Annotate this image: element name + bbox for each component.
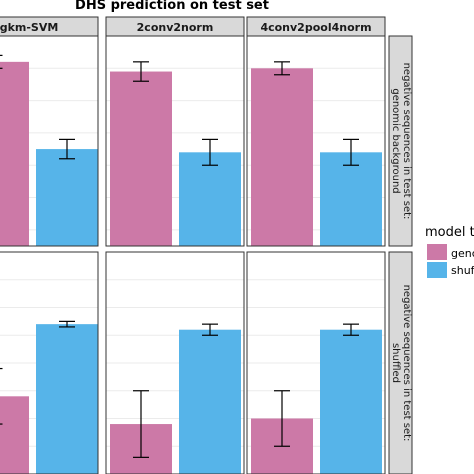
bar-shuffled [320, 329, 382, 474]
facet-panel-border [105, 35, 245, 247]
bar-genomic [0, 61, 29, 246]
bar-genomic [251, 68, 313, 246]
legend-key-genomic [427, 244, 447, 260]
bar-shuffled [36, 149, 98, 246]
facet-panel-border [246, 251, 386, 474]
facet-strip-label: 2conv2norm [137, 21, 214, 34]
facet-strip-row [388, 251, 413, 474]
facet-strip-row-label: negative sequences in test set:shuffled [390, 285, 412, 442]
legend-label-shuffled: shuf [451, 264, 474, 277]
bar-shuffled [179, 152, 241, 246]
legend-key-shuffled [427, 262, 447, 278]
facet-panel-border [105, 251, 245, 474]
facet-panels: gkm-SVM 2conv2norm 4conv2pool4norm negative… [0, 16, 413, 474]
facet-strip-label: gkm-SVM [0, 21, 58, 34]
bar-genomic [110, 71, 172, 247]
facet-strip-row [388, 35, 413, 247]
bar-shuffled [36, 324, 98, 474]
facet-strip-row-label: negative sequences in test set:genomic b… [390, 63, 412, 220]
legend-title: model t [425, 225, 474, 240]
facet-strip-row-label-line: negative sequences in test set: [401, 63, 412, 220]
facet-panel-border [246, 35, 386, 247]
facet-strip-row-label-line: negative sequences in test set: [401, 285, 412, 442]
bar-shuffled [179, 329, 241, 474]
legend: model t genc shuf [425, 225, 474, 278]
facet-strip-row-label-line: shuffled [390, 343, 401, 383]
facet-strip-label: 4conv2pool4norm [260, 21, 371, 34]
bar-genomic [0, 396, 29, 474]
legend-label-genomic: genc [451, 247, 474, 260]
chart-title: DHS prediction on test set [75, 0, 269, 13]
facet-panel-border [0, 251, 99, 474]
facet-strip-row-label-line: genomic background [390, 88, 401, 193]
bar-shuffled [320, 152, 382, 246]
facet-panel-border [0, 35, 99, 247]
